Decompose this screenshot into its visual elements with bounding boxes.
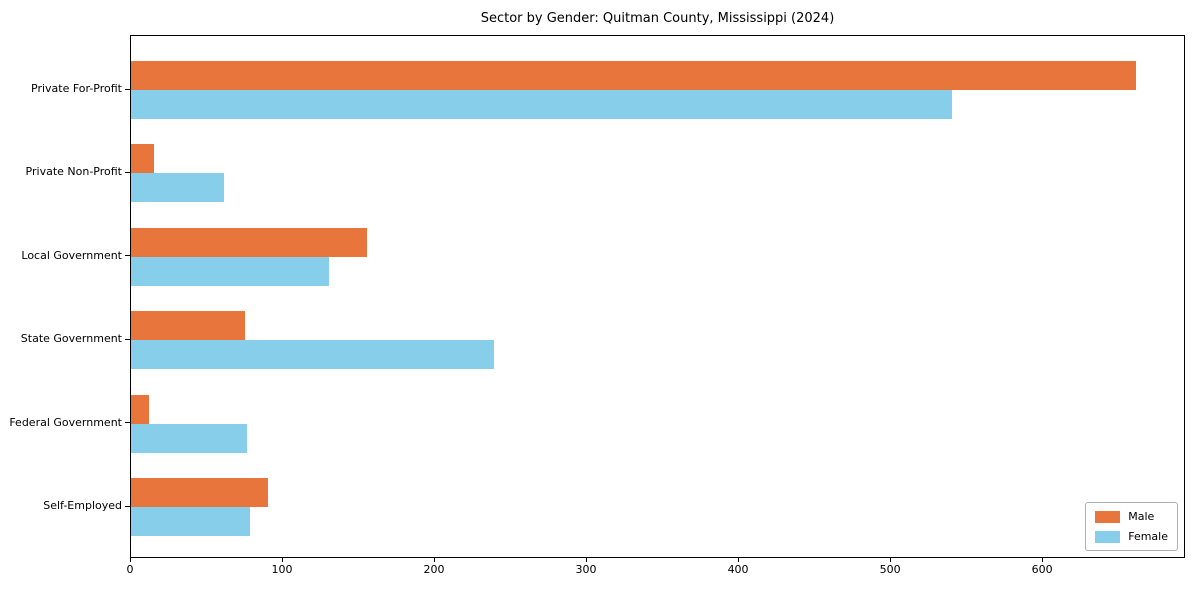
x-tick-label: 500 xyxy=(879,563,901,576)
bar-female-self-employed xyxy=(131,507,250,536)
y-tick-label-local-government: Local Government xyxy=(21,248,122,262)
legend-item-female: Female xyxy=(1095,530,1168,543)
bar-female-private-non-profit xyxy=(131,173,224,203)
male-swatch-icon xyxy=(1095,510,1121,523)
x-tick-label: 400 xyxy=(727,563,749,576)
female-swatch-icon xyxy=(1095,530,1121,543)
y-tick-mark xyxy=(125,171,130,173)
bar-female-federal-government xyxy=(131,423,247,453)
x-tick-mark xyxy=(433,558,435,562)
x-tick-mark xyxy=(281,558,283,562)
x-tick-mark xyxy=(1041,558,1043,562)
y-tick-label-private-non-profit: Private Non-Profit xyxy=(25,165,122,179)
x-tick-label: 300 xyxy=(575,563,597,576)
x-tick-mark xyxy=(737,558,739,562)
y-tick-mark xyxy=(125,255,130,257)
bar-male-local-government xyxy=(131,227,367,257)
y-tick-mark xyxy=(125,88,130,90)
x-tick-mark xyxy=(585,558,587,562)
y-tick-mark xyxy=(125,338,130,340)
x-tick-label: 0 xyxy=(126,563,134,576)
legend-item-male: Male xyxy=(1095,510,1168,523)
bar-male-federal-government xyxy=(131,394,149,424)
y-tick-mark xyxy=(125,505,130,507)
x-tick-label: 200 xyxy=(423,563,445,576)
x-tick-mark xyxy=(129,558,131,562)
x-tick-label: 100 xyxy=(271,563,293,576)
x-tick-label: 600 xyxy=(1031,563,1053,576)
y-tick-label-private-for-profit: Private For-Profit xyxy=(31,82,122,95)
y-tick-label-self-employed: Self-Employed xyxy=(43,499,122,512)
y-tick-label-federal-government: Federal Government xyxy=(9,415,122,429)
x-tick-mark xyxy=(889,558,891,562)
y-tick-label-state-government: State Government xyxy=(20,332,122,346)
bar-male-self-employed xyxy=(131,478,268,507)
legend-label-female: Female xyxy=(1128,530,1168,543)
y-tick-mark xyxy=(125,422,130,424)
legend: Male Female xyxy=(1085,502,1178,551)
chart-title: Sector by Gender: Quitman County, Missis… xyxy=(480,11,835,26)
bar-female-private-for-profit xyxy=(131,90,952,119)
bar-female-state-government xyxy=(131,340,494,370)
bar-male-private-for-profit xyxy=(131,61,1136,90)
bar-female-local-government xyxy=(131,256,329,286)
legend-label-male: Male xyxy=(1128,510,1155,523)
bar-male-state-government xyxy=(131,311,245,341)
bar-male-private-non-profit xyxy=(131,144,154,174)
plot-area: Male Female xyxy=(130,35,1185,558)
